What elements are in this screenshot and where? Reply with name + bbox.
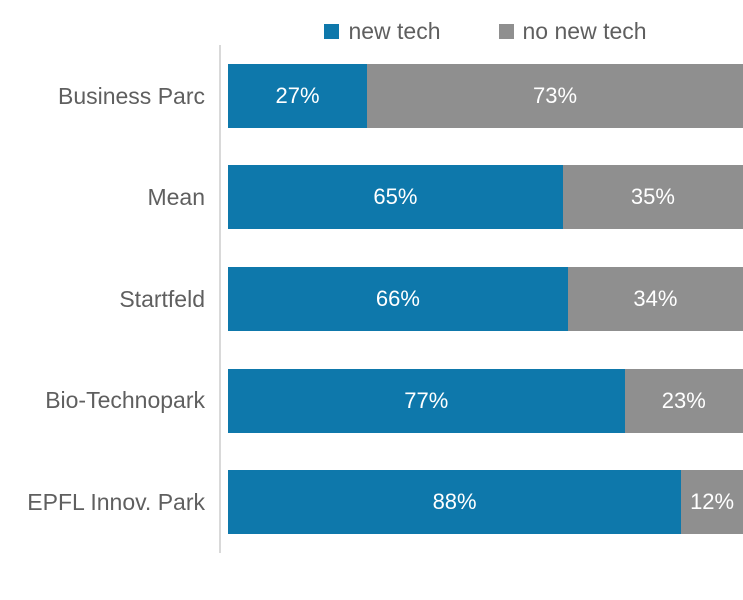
- bar-segment-new-tech: 77%: [228, 368, 625, 433]
- value-label: 77%: [404, 387, 449, 413]
- value-label: 34%: [633, 285, 678, 311]
- value-label: 88%: [432, 489, 477, 515]
- legend: new tech no new tech: [228, 16, 743, 46]
- value-label: 65%: [373, 184, 418, 210]
- legend-swatch-new-tech: [324, 23, 340, 39]
- value-label: 23%: [661, 387, 706, 413]
- chart-row-mean: Mean 65% 35%: [0, 147, 743, 249]
- category-label: Business Parc: [57, 82, 205, 109]
- rows: Business Parc 27% 73% Mean 65% 35% Startfeld 66…: [0, 45, 743, 553]
- legend-item-new-tech: new tech: [324, 17, 441, 44]
- value-label: 35%: [630, 184, 675, 210]
- bar-track: 66% 34%: [228, 266, 743, 331]
- category-label: EPFL Innov. Park: [27, 488, 205, 515]
- category-label: Startfeld: [119, 285, 205, 312]
- bar-segment-no-new-tech: 34%: [567, 266, 743, 331]
- bar-segment-new-tech: 27%: [228, 63, 368, 128]
- bar-segment-new-tech: 66%: [228, 266, 568, 331]
- category-label: Mean: [147, 184, 205, 211]
- legend-label-new-tech: new tech: [348, 17, 441, 44]
- legend-label-no-new-tech: no new tech: [522, 17, 647, 44]
- legend-swatch-no-new-tech: [498, 23, 514, 39]
- bar-segment-no-new-tech: 12%: [681, 470, 743, 535]
- bar-track: 65% 35%: [228, 165, 743, 230]
- plot-area: Business Parc 27% 73% Mean 65% 35% Startfeld 66…: [0, 45, 743, 553]
- bar-track: 27% 73%: [228, 63, 743, 128]
- chart-row-epfl-innov-park: EPFL Innov. Park 88% 12%: [0, 451, 743, 553]
- chart-row-business-parc: Business Parc 27% 73%: [0, 45, 743, 147]
- category-label: Bio-Technopark: [45, 387, 205, 414]
- y-axis-line: [219, 45, 221, 553]
- chart-row-startfeld: Startfeld 66% 34%: [0, 248, 743, 350]
- value-label: 12%: [690, 489, 735, 515]
- value-label: 73%: [532, 82, 578, 108]
- bar-segment-new-tech: 88%: [228, 470, 682, 535]
- bar-track: 88% 12%: [228, 470, 743, 535]
- bar-track: 77% 23%: [228, 368, 743, 433]
- bar-segment-new-tech: 65%: [228, 165, 563, 230]
- bar-segment-no-new-tech: 23%: [624, 368, 743, 433]
- bar-segment-no-new-tech: 73%: [367, 63, 743, 128]
- legend-item-no-new-tech: no new tech: [498, 17, 647, 44]
- value-label: 66%: [375, 285, 420, 311]
- chart-row-bio-technopark: Bio-Technopark 77% 23%: [0, 350, 743, 452]
- value-label: 27%: [275, 82, 320, 108]
- bar-segment-no-new-tech: 35%: [562, 165, 743, 230]
